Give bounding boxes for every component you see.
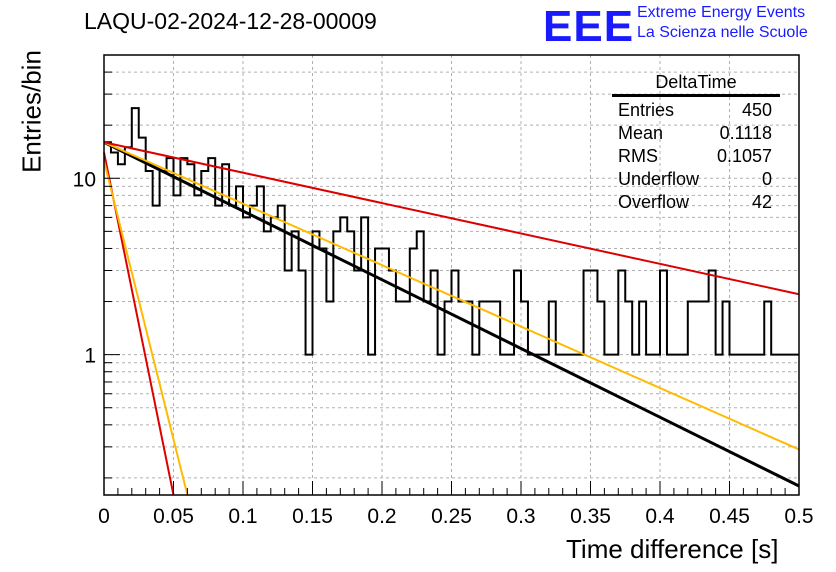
- logo-line-1: Extreme Energy Events: [637, 4, 806, 21]
- x-tick-label: 0: [98, 505, 110, 528]
- stats-row: RMS 0.1057: [618, 146, 772, 166]
- fit-lines: [103, 140, 800, 496]
- stats-row: Overflow 42: [618, 192, 772, 212]
- x-axis-label: Time difference [s]: [566, 534, 779, 564]
- eee-logo: EEE: [543, 2, 635, 51]
- x-tick-label: 0.2: [367, 505, 396, 528]
- stats-box: DeltaTime Entries 450 Mean 0.1118 RMS 0.105…: [612, 72, 780, 214]
- x-tick-label: 0.1: [228, 505, 257, 528]
- stats-row: Entries 450: [618, 100, 772, 120]
- histogram-outline: [104, 107, 799, 356]
- y-tick-label: 1: [84, 345, 96, 368]
- y-tick-label: 10: [73, 168, 96, 191]
- logo-line-2: La Scienza nelle Scuole: [637, 24, 808, 41]
- fit-line-yellow: [103, 141, 800, 451]
- stats-title: DeltaTime: [612, 72, 780, 97]
- fit-line-red: [103, 141, 800, 296]
- stats-row: Underflow 0: [618, 169, 772, 189]
- fit-line-yellow: [103, 160, 189, 496]
- x-tick-label: 0.25: [431, 505, 472, 528]
- x-tick-label: 0.05: [153, 505, 194, 528]
- x-tick-label: 0.15: [292, 505, 333, 528]
- chart-title: LAQU-02-2024-12-28-00009: [84, 8, 377, 34]
- x-tick-label: 0.3: [506, 505, 535, 528]
- histogram: [104, 107, 799, 356]
- fit-line-black: [103, 140, 800, 488]
- tick-labels: 0 0.05 0.1 0.15 0.2 0.25 0.3 0.35 0.4 0.45 0.5 1 10: [73, 168, 814, 528]
- stats-row: Mean 0.1118: [618, 123, 772, 143]
- axis-ticks: [103, 54, 800, 495]
- x-tick-label: 0.35: [570, 505, 611, 528]
- x-tick-label: 0.5: [784, 505, 813, 528]
- x-tick-label: 0.45: [709, 505, 750, 528]
- y-axis-label: Entries/bin: [16, 50, 47, 173]
- x-tick-label: 0.4: [645, 505, 675, 528]
